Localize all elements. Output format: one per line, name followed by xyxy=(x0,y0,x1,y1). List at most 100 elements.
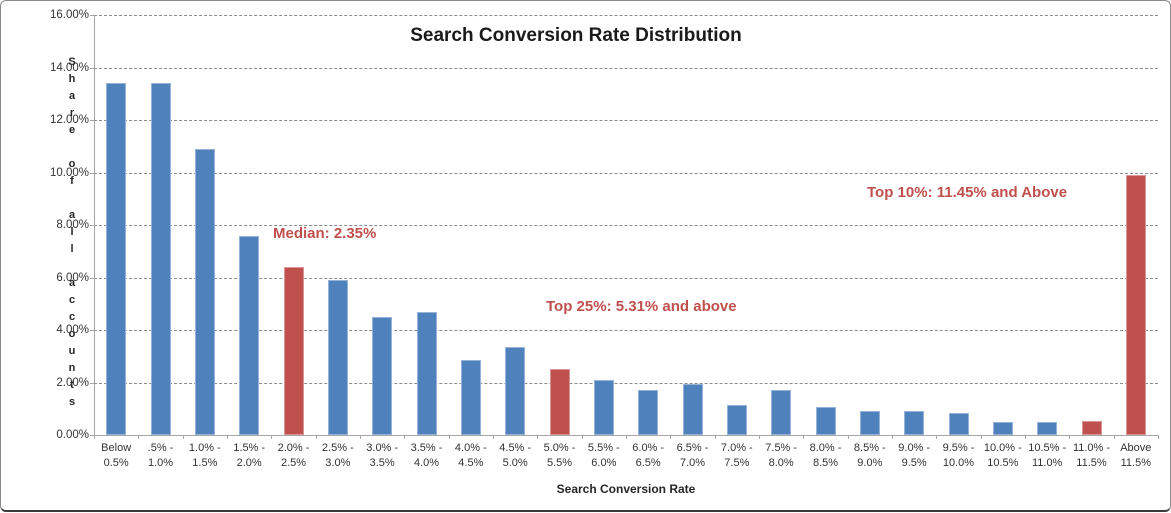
x-axis-tick xyxy=(138,435,140,439)
y-axis-title-char: e xyxy=(68,124,76,136)
x-axis-tick xyxy=(714,435,716,439)
y-axis-tick xyxy=(90,15,94,16)
y-axis-tick xyxy=(90,277,94,279)
y-axis-title-char: f xyxy=(70,175,74,187)
x-axis-category-label: 1.0% - 1.5% xyxy=(188,442,221,469)
y-axis-title-char: u xyxy=(68,345,76,357)
x-axis-tick xyxy=(581,435,583,439)
annotation-label: Median: 2.35% xyxy=(273,225,377,242)
x-axis-tick xyxy=(493,435,494,439)
y-axis-title-char: o xyxy=(68,328,76,340)
x-axis-tick xyxy=(94,435,95,439)
y-axis-line xyxy=(94,15,95,435)
y-axis-tick-label: 6.00% xyxy=(56,271,89,284)
y-axis-title-char: S xyxy=(68,56,76,68)
x-axis-tick xyxy=(1025,435,1026,439)
bar xyxy=(505,347,526,435)
gridline xyxy=(94,120,1158,121)
x-axis-tick xyxy=(1113,435,1115,439)
y-axis-tick-label: 8.00% xyxy=(56,219,89,231)
bar xyxy=(150,83,171,435)
y-axis-tick-label: 10.00% xyxy=(49,166,89,179)
y-axis-title-char: r xyxy=(69,107,75,119)
bar xyxy=(992,421,1013,435)
x-axis-category-label: 6.0% - 6.5% xyxy=(632,442,665,469)
y-axis-title-char: h xyxy=(68,73,76,85)
bar xyxy=(239,235,260,435)
x-axis-tick xyxy=(315,435,317,439)
x-axis-tick xyxy=(360,435,361,439)
bar xyxy=(948,412,969,435)
bar xyxy=(460,360,481,435)
y-axis-title-char: o xyxy=(68,158,76,170)
x-axis-tick xyxy=(936,435,938,439)
x-axis-category-label: 2.0% - 2.5% xyxy=(277,442,310,469)
bar xyxy=(416,311,437,435)
bar xyxy=(638,390,659,435)
y-axis-tick-label: 16.00% xyxy=(49,9,89,21)
x-axis-tick xyxy=(847,435,849,439)
bar xyxy=(726,404,747,435)
bar-highlighted xyxy=(1081,420,1102,435)
x-axis-category-label: 9.0% - 9.5% xyxy=(898,442,931,469)
y-axis-title-char: c xyxy=(68,294,76,306)
x-axis-tick xyxy=(271,435,273,439)
bar xyxy=(106,83,127,435)
x-axis-category-label: 8.5% - 9.0% xyxy=(853,442,886,469)
x-axis-category-label: 5.0% - 5.5% xyxy=(543,442,576,469)
bar xyxy=(372,316,393,435)
x-axis-category-label: 10.0% - 10.5% xyxy=(983,442,1022,469)
x-axis-category-label: 5.5% - 6.0% xyxy=(587,442,620,469)
x-axis-category-label: 9.5% - 10.0% xyxy=(942,442,975,469)
y-axis-tick xyxy=(90,120,94,121)
y-axis-tick xyxy=(90,172,94,174)
x-axis-tick xyxy=(537,435,539,439)
y-axis-tick-label: 2.00% xyxy=(56,376,89,389)
bar xyxy=(859,411,880,435)
y-axis-title-char: t xyxy=(70,379,74,391)
bar-highlighted xyxy=(283,267,304,435)
x-axis-category-label: 7.0% - 7.5% xyxy=(720,442,753,469)
x-axis-title: Search Conversion Rate xyxy=(556,482,696,496)
bar xyxy=(682,383,703,435)
x-axis-category-label: 3.0% - 3.5% xyxy=(366,442,399,469)
y-axis-title-char: a xyxy=(68,277,76,289)
y-axis-tick-label: 14.00% xyxy=(49,61,89,74)
x-axis-category-label: 4.5% - 5.0% xyxy=(499,442,532,469)
y-axis-title-char: a xyxy=(68,90,76,102)
y-axis-title-char: l xyxy=(70,243,74,255)
x-axis-category-label: 1.5% - 2.0% xyxy=(233,442,266,469)
y-axis-tick-label: 4.00% xyxy=(56,324,89,336)
y-axis-title-char xyxy=(64,139,80,156)
x-axis-tick xyxy=(670,435,672,439)
bar xyxy=(593,379,614,435)
bar xyxy=(1037,421,1058,435)
y-axis-tick xyxy=(90,67,94,69)
x-axis-tick xyxy=(227,435,228,439)
gridline xyxy=(94,15,1158,16)
x-axis-tick xyxy=(1069,435,1071,439)
x-axis-category-label: Below 0.5% xyxy=(101,442,132,469)
x-axis-category-label: 2.5% - 3.0% xyxy=(321,442,354,469)
x-axis-tick xyxy=(980,435,982,439)
gridline xyxy=(94,330,1158,331)
bar xyxy=(815,407,836,435)
x-axis-tick xyxy=(759,435,760,439)
bar xyxy=(327,280,348,435)
x-axis-tick xyxy=(404,435,406,439)
y-axis-title-char: s xyxy=(68,396,76,408)
x-axis-category-label: 4.0% - 4.5% xyxy=(454,442,487,469)
y-axis-title-char: c xyxy=(68,311,76,323)
y-axis-title-char: n xyxy=(68,362,76,374)
gridline xyxy=(94,67,1158,69)
gridline xyxy=(94,225,1158,226)
x-axis-tick xyxy=(892,435,893,439)
bar-highlighted xyxy=(549,369,570,435)
x-axis-category-label: 6.5% - 7.0% xyxy=(676,442,709,469)
x-axis-category-label: .5% - 1.0% xyxy=(147,442,174,469)
y-axis-tick xyxy=(90,382,94,384)
x-axis-tick xyxy=(803,435,805,439)
bar xyxy=(904,411,925,435)
